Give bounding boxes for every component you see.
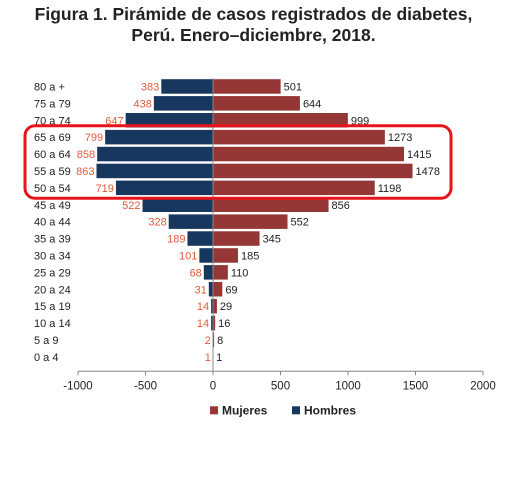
data-label-mujeres: 8 <box>217 335 223 347</box>
bar-mujeres <box>213 129 385 145</box>
data-label-mujeres: 1 <box>216 352 222 364</box>
data-label-hombres: 383 <box>141 81 159 93</box>
bar-hombres <box>211 298 213 314</box>
data-label-hombres: 522 <box>122 200 140 212</box>
bar-hombres <box>203 265 213 280</box>
data-label-mujeres: 1273 <box>388 132 412 144</box>
bar-hombres <box>115 180 213 196</box>
bar-hombres <box>199 248 213 263</box>
data-label-mujeres: 501 <box>284 81 302 93</box>
bar-hombres <box>96 163 213 179</box>
category-label: 45 a 49 <box>34 200 71 212</box>
highlight-box <box>23 124 453 200</box>
bar-mujeres <box>213 79 281 94</box>
chart-title-line-1: Figura 1. Pirámide de casos registrados … <box>34 4 473 24</box>
category-label: 65 a 69 <box>34 132 71 144</box>
data-label-hombres: 14 <box>197 318 209 330</box>
x-tick-label: 1500 <box>403 380 429 392</box>
bar-hombres <box>168 214 213 229</box>
legend-swatch-mujeres <box>210 406 218 415</box>
data-label-mujeres: 29 <box>220 301 232 313</box>
data-label-hombres: 799 <box>85 132 103 144</box>
category-label: 30 a 34 <box>34 250 71 262</box>
data-label-hombres: 31 <box>195 284 207 296</box>
bar-hombres <box>161 79 213 94</box>
bar-hombres <box>125 113 213 128</box>
bar-mujeres <box>213 265 228 280</box>
bar-hombres <box>208 282 213 297</box>
data-label-hombres: 438 <box>134 98 152 110</box>
x-tick-label: 0 <box>210 380 216 392</box>
data-label-mujeres: 1415 <box>407 149 431 161</box>
category-label: 40 a 44 <box>34 217 71 229</box>
bar-mujeres <box>213 197 329 212</box>
bar-mujeres <box>213 163 413 179</box>
data-label-hombres: 858 <box>77 149 95 161</box>
data-label-hombres: 2 <box>205 335 211 347</box>
legend-label-hombres: Hombres <box>304 403 356 417</box>
bar-mujeres <box>213 96 300 111</box>
data-label-mujeres: 1198 <box>378 183 402 195</box>
bar-hombres <box>105 129 213 145</box>
data-label-hombres: 719 <box>96 183 114 195</box>
data-label-mujeres: 1478 <box>416 166 440 178</box>
data-label-hombres: 14 <box>197 301 209 313</box>
bar-mujeres <box>213 146 405 162</box>
data-label-hombres: 101 <box>179 250 197 262</box>
category-label: 0 a 4 <box>34 352 58 364</box>
data-label-hombres: 328 <box>148 217 166 229</box>
data-label-mujeres: 16 <box>218 318 230 330</box>
bar-mujeres <box>213 315 216 331</box>
bar-mujeres <box>213 298 217 314</box>
bar-mujeres <box>213 180 375 196</box>
bar-mujeres <box>213 214 288 229</box>
x-tick-label: 2000 <box>470 380 496 392</box>
legend-swatch-hombres <box>292 406 300 415</box>
bar-hombres <box>211 315 213 331</box>
bar-hombres <box>142 197 213 212</box>
x-tick-label: 500 <box>271 380 290 392</box>
bar-hombres <box>187 231 213 246</box>
chart-title-line-2: Perú. Enero–diciembre, 2018. <box>131 25 376 45</box>
bar-mujeres <box>213 248 238 263</box>
category-label: 10 a 14 <box>34 318 71 330</box>
category-label: 25 a 29 <box>34 267 71 279</box>
chart-title: Figura 1. Pirámide de casos registrados … <box>0 4 507 46</box>
data-label-mujeres: 69 <box>225 284 237 296</box>
data-label-mujeres: 644 <box>303 98 321 110</box>
x-tick-label: -500 <box>134 380 157 392</box>
category-label: 15 a 19 <box>34 301 71 313</box>
data-label-hombres: 68 <box>190 267 202 279</box>
category-label: 50 a 54 <box>34 183 71 195</box>
data-label-mujeres: 856 <box>332 200 350 212</box>
bar-mujeres <box>213 332 215 348</box>
category-label: 20 a 24 <box>34 284 71 296</box>
category-label: 80 a + <box>34 81 65 93</box>
category-label: 60 a 64 <box>34 149 71 161</box>
data-label-mujeres: 110 <box>231 267 249 279</box>
category-label: 55 a 59 <box>34 166 71 178</box>
data-label-hombres: 863 <box>76 166 94 178</box>
category-label: 75 a 79 <box>34 98 71 110</box>
category-label: 35 a 39 <box>34 234 71 246</box>
data-label-mujeres: 552 <box>291 217 309 229</box>
bar-mujeres <box>213 231 260 246</box>
data-label-mujeres: 345 <box>263 234 281 246</box>
data-label-hombres: 189 <box>167 234 185 246</box>
data-label-mujeres: 185 <box>241 250 259 262</box>
x-tick-label: 1000 <box>335 380 361 392</box>
category-label: 5 a 9 <box>34 335 58 347</box>
bar-mujeres <box>213 113 348 128</box>
bar-mujeres <box>213 282 223 297</box>
data-label-hombres: 1 <box>205 352 211 364</box>
bar-hombres <box>153 96 213 111</box>
x-tick-label: -1000 <box>63 380 92 392</box>
legend-label-mujeres: Mujeres <box>222 403 268 417</box>
bar-hombres <box>97 146 213 162</box>
